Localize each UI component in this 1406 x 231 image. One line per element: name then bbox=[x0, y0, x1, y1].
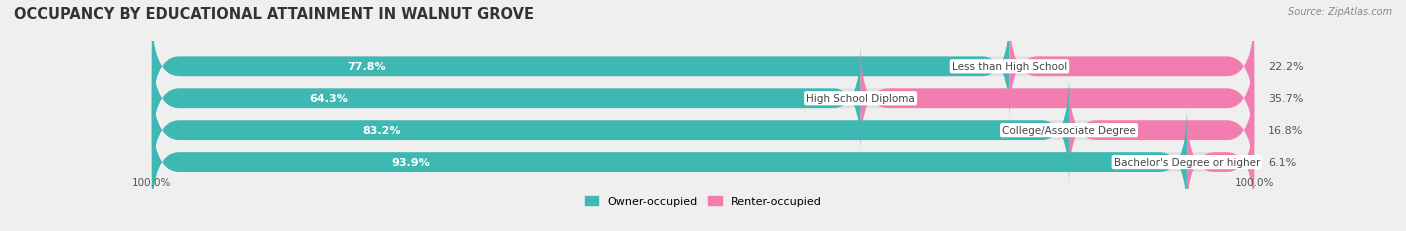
FancyBboxPatch shape bbox=[1010, 13, 1254, 121]
Legend: Owner-occupied, Renter-occupied: Owner-occupied, Renter-occupied bbox=[581, 191, 825, 210]
FancyBboxPatch shape bbox=[152, 109, 1254, 216]
FancyBboxPatch shape bbox=[152, 13, 1254, 121]
FancyBboxPatch shape bbox=[152, 45, 860, 152]
FancyBboxPatch shape bbox=[152, 109, 1187, 216]
Text: OCCUPANCY BY EDUCATIONAL ATTAINMENT IN WALNUT GROVE: OCCUPANCY BY EDUCATIONAL ATTAINMENT IN W… bbox=[14, 7, 534, 22]
FancyBboxPatch shape bbox=[1069, 77, 1254, 184]
Text: Bachelor's Degree or higher: Bachelor's Degree or higher bbox=[1114, 157, 1260, 167]
FancyBboxPatch shape bbox=[152, 13, 1010, 121]
Text: 77.8%: 77.8% bbox=[347, 62, 385, 72]
Text: 6.1%: 6.1% bbox=[1268, 157, 1296, 167]
Text: 16.8%: 16.8% bbox=[1268, 126, 1303, 136]
Text: Less than High School: Less than High School bbox=[952, 62, 1067, 72]
Text: 35.7%: 35.7% bbox=[1268, 94, 1303, 104]
Text: High School Diploma: High School Diploma bbox=[806, 94, 915, 104]
FancyBboxPatch shape bbox=[152, 77, 1069, 184]
Text: 83.2%: 83.2% bbox=[361, 126, 401, 136]
Text: 93.9%: 93.9% bbox=[391, 157, 430, 167]
Text: 64.3%: 64.3% bbox=[309, 94, 349, 104]
FancyBboxPatch shape bbox=[860, 45, 1254, 152]
Text: 22.2%: 22.2% bbox=[1268, 62, 1303, 72]
Text: Source: ZipAtlas.com: Source: ZipAtlas.com bbox=[1288, 7, 1392, 17]
Text: 100.0%: 100.0% bbox=[1234, 177, 1274, 187]
Text: 100.0%: 100.0% bbox=[132, 177, 172, 187]
Text: College/Associate Degree: College/Associate Degree bbox=[1002, 126, 1136, 136]
FancyBboxPatch shape bbox=[1187, 109, 1254, 216]
FancyBboxPatch shape bbox=[152, 45, 1254, 152]
FancyBboxPatch shape bbox=[152, 77, 1254, 184]
